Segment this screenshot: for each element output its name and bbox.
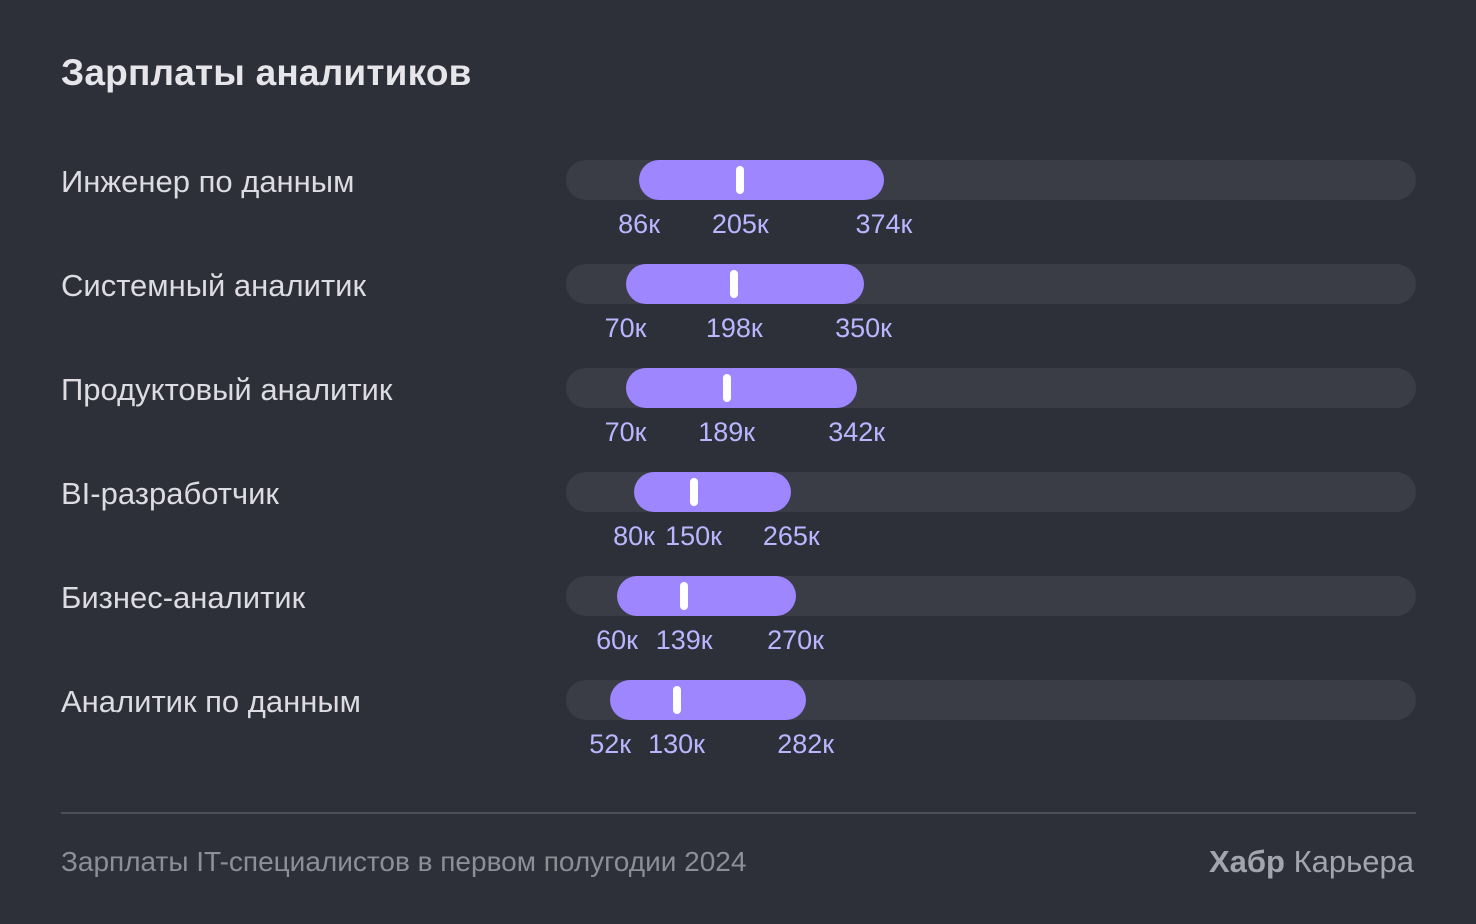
salary-track	[566, 368, 1416, 408]
max-value-label: 350к	[835, 313, 892, 343]
row-label: BI-разработчик	[61, 476, 279, 511]
salary-range-bar	[639, 160, 884, 200]
min-value-label: 70к	[604, 313, 647, 343]
min-value-label: 52к	[589, 729, 632, 759]
brand-suffix: Карьера	[1293, 844, 1414, 879]
salary-range-bar	[634, 472, 792, 512]
max-value-label: 265к	[762, 521, 820, 551]
salary-range-bar	[617, 576, 796, 616]
min-value-label: 80к	[613, 521, 655, 551]
row-label: Продуктовый аналитик	[61, 372, 393, 407]
footer-divider	[61, 812, 1416, 814]
median-marker	[689, 478, 698, 506]
row-label: Бизнес-аналитик	[61, 580, 306, 615]
median-value-label: 189к	[698, 417, 756, 447]
max-value-label: 342к	[828, 417, 886, 447]
min-value-label: 70к	[604, 417, 647, 447]
brand-name: Хабр	[1208, 844, 1285, 879]
min-value-label: 86к	[618, 209, 661, 239]
median-marker	[672, 686, 681, 714]
salary-track	[566, 264, 1416, 304]
median-value-label: 139к	[655, 625, 713, 655]
range-chart: Инженер по данным 86к 205к 374к Системный ан…	[61, 160, 1416, 759]
median-value-label: 150к	[665, 521, 722, 551]
row-label: Системный аналитик	[61, 268, 367, 303]
salary-range-bar	[625, 368, 857, 408]
median-marker	[730, 270, 739, 298]
row-label: Аналитик по данным	[61, 684, 361, 719]
min-value-label: 60к	[596, 625, 638, 655]
median-marker	[722, 374, 731, 402]
salary-track	[566, 160, 1416, 200]
brand-logo: Хабр Карьера	[1209, 844, 1414, 880]
salary-track	[566, 680, 1416, 720]
median-marker	[680, 582, 689, 610]
source-note: Зарплаты IT-специалистов в первом полуго…	[61, 846, 747, 877]
row-label: Инженер по данным	[61, 164, 355, 199]
max-value-label: 270к	[767, 625, 824, 655]
salary-range-bar	[610, 680, 806, 720]
salary-track	[566, 472, 1416, 512]
max-value-label: 282к	[777, 729, 835, 759]
median-marker	[736, 166, 745, 194]
median-value-label: 130к	[648, 729, 705, 759]
chart-title: Зарплаты аналитиков	[61, 52, 472, 93]
max-value-label: 374к	[855, 209, 913, 239]
salary-range-bar	[625, 264, 864, 304]
salary-track	[566, 576, 1416, 616]
median-value-label: 198к	[705, 313, 763, 343]
median-value-label: 205к	[711, 209, 769, 239]
